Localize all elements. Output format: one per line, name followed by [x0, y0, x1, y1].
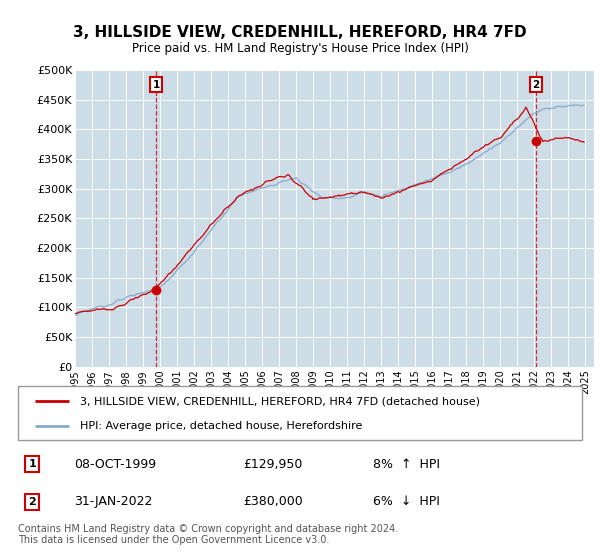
Text: 2: 2 — [532, 80, 539, 90]
Text: HPI: Average price, detached house, Herefordshire: HPI: Average price, detached house, Here… — [80, 421, 362, 431]
Text: 3, HILLSIDE VIEW, CREDENHILL, HEREFORD, HR4 7FD (detached house): 3, HILLSIDE VIEW, CREDENHILL, HEREFORD, … — [80, 396, 480, 407]
Text: 08-OCT-1999: 08-OCT-1999 — [74, 458, 157, 470]
Text: 31-JAN-2022: 31-JAN-2022 — [74, 496, 153, 508]
Text: 1: 1 — [152, 80, 160, 90]
Text: Price paid vs. HM Land Registry's House Price Index (HPI): Price paid vs. HM Land Registry's House … — [131, 42, 469, 55]
Text: Contains HM Land Registry data © Crown copyright and database right 2024.
This d: Contains HM Land Registry data © Crown c… — [18, 524, 398, 545]
FancyBboxPatch shape — [18, 386, 582, 440]
Text: £129,950: £129,950 — [244, 458, 303, 470]
Text: 1: 1 — [28, 459, 36, 469]
Text: 8%  ↑  HPI: 8% ↑ HPI — [373, 458, 440, 470]
Text: 2: 2 — [28, 497, 36, 507]
Text: 3, HILLSIDE VIEW, CREDENHILL, HEREFORD, HR4 7FD: 3, HILLSIDE VIEW, CREDENHILL, HEREFORD, … — [73, 25, 527, 40]
Text: £380,000: £380,000 — [244, 496, 304, 508]
Text: 6%  ↓  HPI: 6% ↓ HPI — [373, 496, 440, 508]
